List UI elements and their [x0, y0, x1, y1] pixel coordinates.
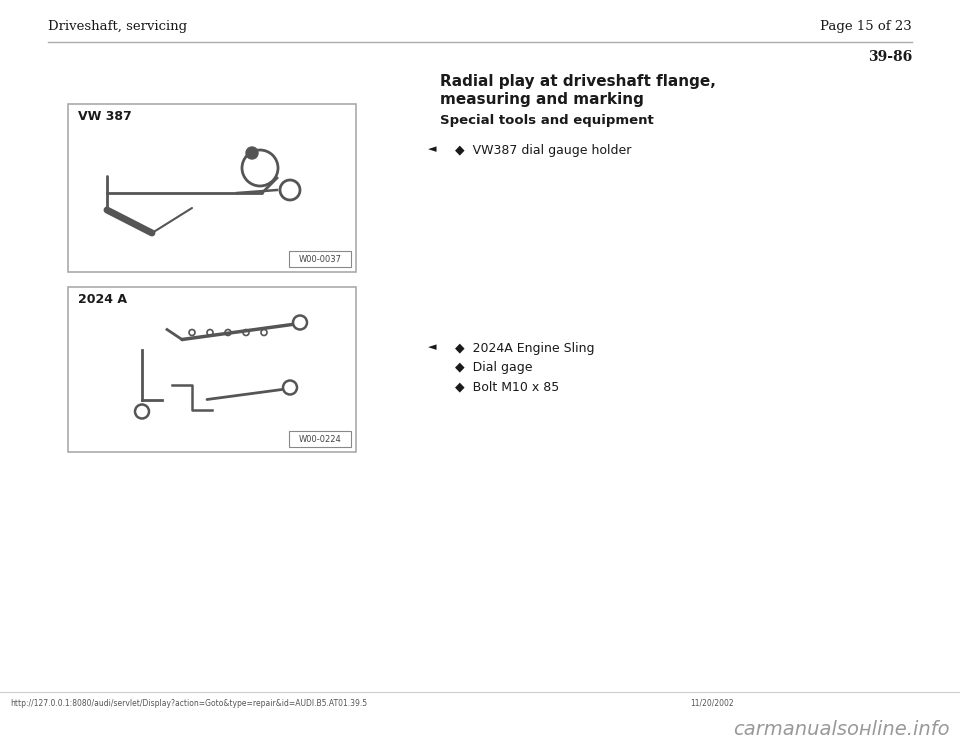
Text: Radial play at driveshaft flange,: Radial play at driveshaft flange, [440, 74, 716, 89]
Text: ◄: ◄ [428, 342, 436, 352]
Text: ◆  Bolt M10 x 85: ◆ Bolt M10 x 85 [455, 380, 560, 393]
Text: Page 15 of 23: Page 15 of 23 [820, 20, 912, 33]
Bar [68, 104, 356, 272]
Text: Special tools and equipment: Special tools and equipment [440, 114, 654, 127]
Text: W00-0037: W00-0037 [299, 255, 342, 263]
Text: W00-0224: W00-0224 [299, 435, 342, 444]
Text: ◆  2024A Engine Sling: ◆ 2024A Engine Sling [455, 342, 594, 355]
Text: ◆  Dial gage: ◆ Dial gage [455, 361, 533, 374]
Text: 2024 A: 2024 A [78, 293, 127, 306]
Text: Driveshaft, servicing: Driveshaft, servicing [48, 20, 187, 33]
FancyBboxPatch shape [289, 431, 351, 447]
Text: measuring and marking: measuring and marking [440, 92, 644, 107]
Bar [68, 287, 356, 452]
Circle shape [246, 147, 258, 159]
Text: ◄: ◄ [428, 144, 436, 154]
FancyBboxPatch shape [289, 251, 351, 267]
Text: VW 387: VW 387 [78, 110, 132, 123]
Text: 11/20/2002: 11/20/2002 [690, 699, 733, 708]
Text: 39-86: 39-86 [868, 50, 912, 64]
Text: ◆  VW387 dial gauge holder: ◆ VW387 dial gauge holder [455, 144, 632, 157]
Text: http://127.0.0.1:8080/audi/servlet/Display?action=Goto&type=repair&id=AUDI.B5.AT: http://127.0.0.1:8080/audi/servlet/Displ… [10, 699, 367, 708]
Text: carmanualsонline.info: carmanualsонline.info [733, 720, 950, 739]
